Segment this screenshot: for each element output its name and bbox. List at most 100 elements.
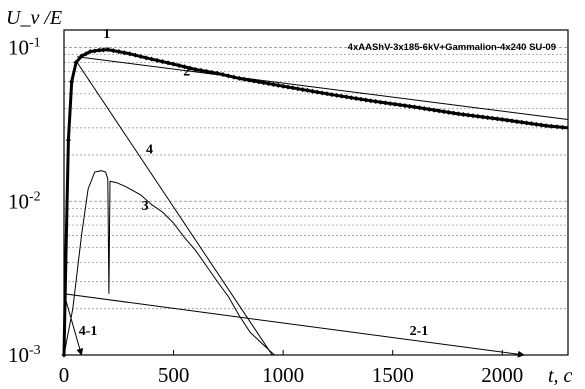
series-1-marker	[165, 60, 171, 66]
series-1-markers	[61, 47, 566, 358]
series-1-marker	[363, 97, 369, 103]
series-1-marker	[192, 66, 198, 72]
series-1-marker	[485, 115, 491, 121]
series-1-marker	[261, 80, 267, 86]
series-1-marker	[203, 68, 209, 74]
chart-title: 4xAAShV-3x185-6kV+Gammalion-4x240 SU-09	[348, 42, 556, 53]
series-1-line	[62, 48, 569, 356]
series-1-marker	[198, 67, 204, 73]
series-1-marker	[480, 114, 486, 120]
annotation-label: 1	[103, 27, 110, 42]
series-layer	[62, 48, 569, 358]
series-1-marker	[353, 95, 359, 101]
series-1-marker	[290, 85, 296, 91]
series-1-marker	[171, 61, 177, 67]
y-axis-label: U_v /E	[6, 7, 62, 29]
series-1-marker	[138, 53, 144, 59]
annotation-label: 2	[183, 64, 190, 79]
series-1-marker	[83, 51, 89, 57]
y-tick-label: 10-3	[8, 343, 41, 367]
series-1-marker	[373, 99, 379, 105]
series-1-marker	[300, 87, 306, 93]
series-1-marker	[225, 73, 231, 79]
series-1-marker	[154, 57, 160, 63]
annotation-label: 4	[146, 142, 153, 157]
x-tick-label: 1000	[262, 363, 304, 387]
grid	[63, 47, 568, 356]
series-1-marker	[412, 104, 418, 110]
series-1-marker	[446, 109, 452, 115]
series-1-marker	[451, 110, 457, 116]
series-1-marker	[304, 87, 310, 93]
series-1-marker	[246, 77, 252, 83]
series-1-marker	[407, 103, 413, 109]
series-1-marker	[121, 50, 127, 56]
series-1-marker	[143, 55, 149, 61]
series-1-marker	[214, 70, 220, 76]
series-1-marker	[397, 102, 403, 108]
series-1-marker	[514, 119, 520, 125]
series-1-marker	[490, 115, 496, 121]
series-1-marker	[538, 122, 544, 128]
series-1-marker	[79, 53, 85, 59]
series-1-marker	[63, 259, 69, 265]
series-1-marker	[209, 69, 215, 75]
series-1-marker	[382, 100, 388, 106]
series-1-marker	[182, 64, 188, 70]
series-1-marker	[554, 124, 560, 130]
series-1-marker	[460, 112, 466, 118]
series-1-marker	[504, 117, 510, 123]
series-1-marker	[392, 101, 398, 107]
y-tick-label: 10-2	[8, 189, 41, 213]
series-1-marker	[560, 124, 566, 130]
series-1-marker	[87, 49, 93, 55]
series-1-marker	[416, 105, 422, 111]
annotation-label: 3	[142, 199, 149, 214]
series-2-1-line	[63, 293, 525, 358]
series-1-marker	[69, 79, 75, 85]
series-1-marker	[329, 92, 335, 98]
series-1-marker	[431, 107, 437, 113]
series-1-marker	[343, 94, 349, 100]
series-1-marker	[426, 106, 432, 112]
annotation-layer: 1 2 3 4 4-1 2-1	[79, 27, 429, 339]
series-3-line	[63, 170, 275, 356]
series-1-marker	[116, 49, 122, 55]
series-1-marker	[309, 88, 315, 94]
series-1-marker	[285, 84, 291, 90]
series-4-line	[76, 62, 273, 356]
x-tick-label: 1500	[372, 363, 414, 387]
series-1-marker	[402, 103, 408, 109]
series-1-marker	[251, 78, 257, 84]
series-1-marker	[533, 121, 539, 127]
series-1-marker	[65, 137, 71, 143]
series-1-marker	[241, 76, 247, 82]
series-1-marker	[176, 62, 182, 68]
series-1-marker	[295, 86, 301, 92]
series-1-marker	[231, 74, 237, 80]
x-tick-label: 2000	[481, 363, 523, 387]
x-axis-label: t, c	[548, 365, 573, 387]
series-1-marker	[421, 106, 427, 112]
series-1-marker	[92, 48, 98, 54]
series-1-marker	[149, 56, 155, 62]
series-1-marker	[270, 81, 276, 87]
series-1-marker	[509, 118, 515, 124]
series-1-marker	[73, 59, 79, 65]
x-tick-label: 0	[59, 363, 70, 387]
series-1-marker	[499, 117, 505, 123]
series-1-marker	[280, 83, 286, 89]
series-1-marker	[494, 116, 500, 122]
y-tick-labels: 10-1 10-2 10-3	[8, 36, 41, 367]
series-1-marker	[455, 111, 461, 117]
x-tick-label: 500	[158, 363, 190, 387]
series-1-marker	[236, 75, 242, 81]
series-1-marker	[132, 52, 138, 58]
annotation-label: 4-1	[79, 324, 98, 339]
series-1-marker	[441, 109, 447, 115]
series-1-marker	[100, 47, 106, 53]
series-1-marker	[358, 96, 364, 102]
series-1-marker	[220, 72, 226, 78]
series-1-marker	[475, 113, 481, 119]
